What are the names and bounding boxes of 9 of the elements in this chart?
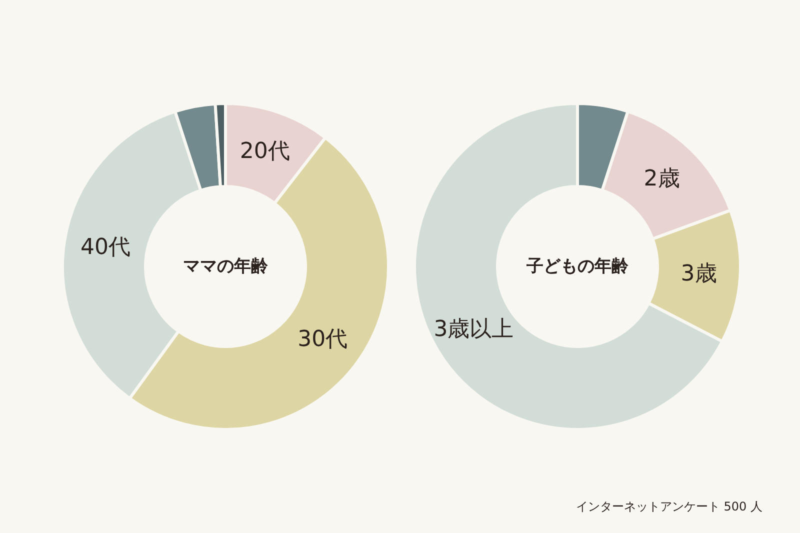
text: 子どもの年齢 xyxy=(526,256,630,276)
slice-label: 40代 xyxy=(80,234,130,260)
text: インターネットアンケート 500 人 xyxy=(576,500,763,514)
text: ママの年齢 xyxy=(183,256,269,276)
slice-label: 2歳 xyxy=(644,166,680,192)
slice-label: 3歳 xyxy=(680,262,717,287)
slice-label: 20代 xyxy=(240,139,290,164)
slice-label: 30代 xyxy=(298,326,348,352)
slice-label: 3歳以上 xyxy=(434,317,514,342)
